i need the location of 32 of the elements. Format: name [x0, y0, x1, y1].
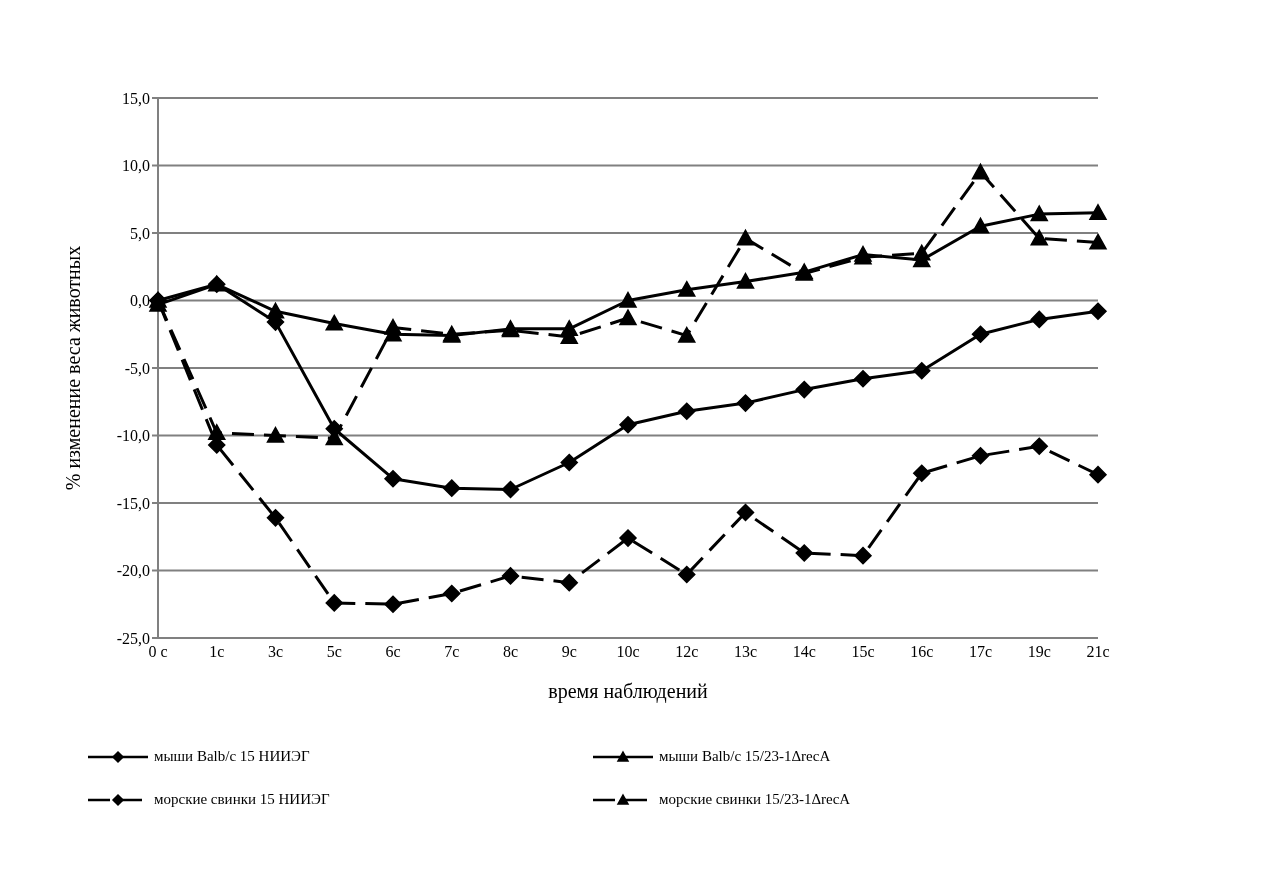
- y-tick-label: 0,0: [130, 292, 150, 310]
- x-axis-title: время наблюдений: [548, 680, 709, 703]
- x-tick-label: 19с: [1027, 643, 1051, 661]
- x-tick-label: 16с: [910, 643, 934, 661]
- x-tick-label: 1с: [209, 643, 225, 661]
- y-axis-title: % изменение веса животных: [62, 245, 85, 491]
- y-tick-label: -25,0: [116, 629, 150, 647]
- x-tick-label: 12с: [675, 643, 699, 661]
- y-tick-label: -5,0: [124, 359, 150, 377]
- x-tick-label: 9с: [561, 643, 577, 661]
- x-tick-label: 14с: [792, 643, 816, 661]
- y-tick-label: 15,0: [122, 89, 150, 107]
- x-tick-label: 3с: [267, 643, 284, 661]
- y-tick-label: -15,0: [116, 494, 150, 512]
- x-tick-label: 8с: [502, 643, 519, 661]
- y-tick-label: 10,0: [122, 157, 150, 175]
- y-tick-label: -10,0: [116, 427, 150, 445]
- x-tick-label: 5с: [326, 643, 342, 661]
- x-tick-label: 6с: [385, 643, 401, 661]
- legend-label: морские свинки 15 НИИЭГ: [154, 791, 330, 808]
- y-tick-label: -20,0: [116, 562, 150, 580]
- legend-label: мыши Balb/c 15/23-1ΔrecA: [659, 748, 831, 765]
- x-tick-label: 21с: [1086, 643, 1110, 661]
- x-tick-label: 0 с: [148, 643, 168, 661]
- x-tick-label: 10с: [616, 643, 640, 661]
- x-tick-label: 17с: [968, 643, 993, 661]
- x-tick-label: 13с: [733, 643, 758, 661]
- x-tick-label: 15с: [851, 643, 875, 661]
- legend-label: мыши Balb/c 15 НИИЭГ: [154, 748, 310, 765]
- legend-label: морские свинки 15/23-1ΔrecA: [659, 791, 851, 808]
- x-tick-label: 7с: [444, 643, 460, 661]
- y-tick-label: 5,0: [130, 224, 150, 242]
